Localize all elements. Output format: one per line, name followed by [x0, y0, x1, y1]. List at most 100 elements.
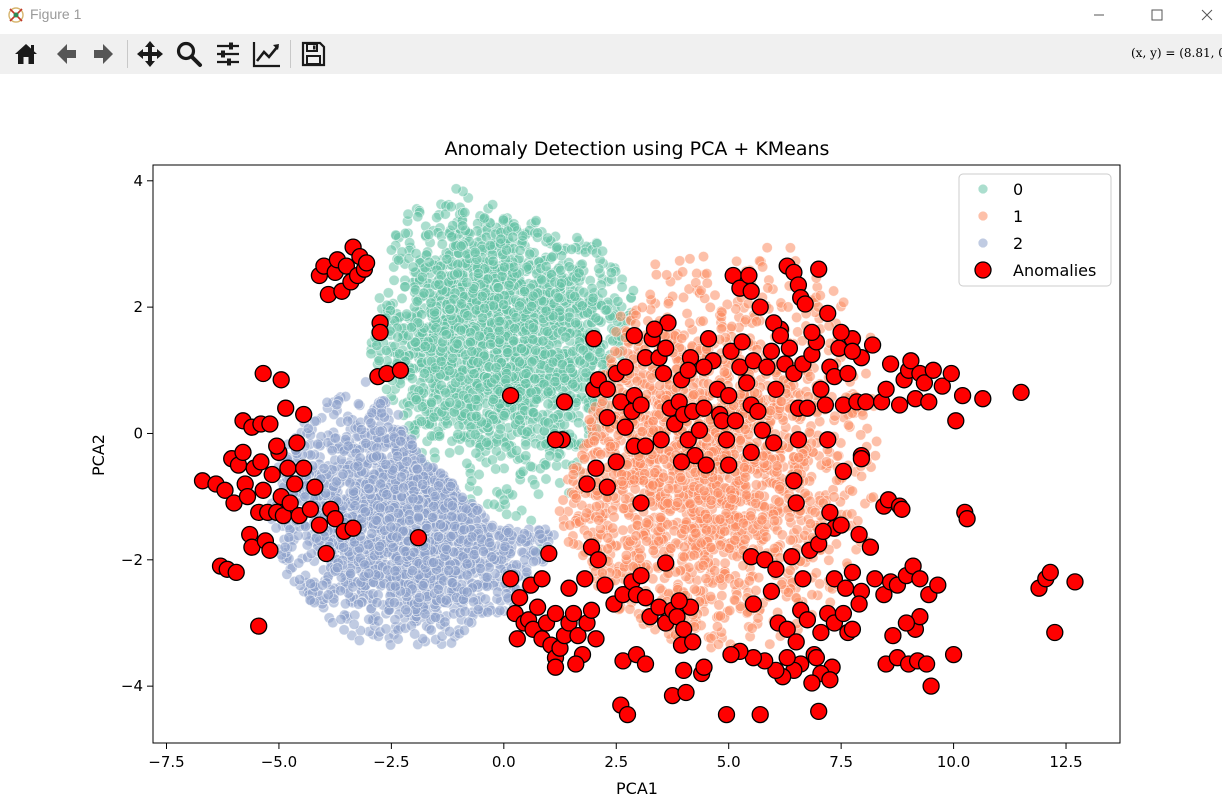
point-cluster-1	[738, 461, 750, 474]
point-cluster-0	[510, 510, 522, 522]
point-cluster-1	[829, 410, 841, 422]
point-cluster-0	[433, 430, 446, 442]
point-cluster-1	[697, 559, 709, 572]
figure-canvas[interactable]: Anomaly Detection using PCA + KMeans −7.…	[0, 74, 1222, 800]
minimize-button[interactable]	[1076, 0, 1122, 30]
point-cluster-0	[468, 368, 480, 380]
home-button[interactable]	[10, 38, 42, 70]
point-cluster-0	[527, 334, 539, 346]
point-cluster-0	[407, 261, 419, 273]
point-cluster-1	[750, 479, 762, 491]
point-cluster-0	[440, 387, 452, 399]
point-cluster-0	[473, 330, 485, 342]
point-cluster-1	[650, 269, 662, 281]
point-cluster-0	[542, 386, 554, 398]
point-cluster-1	[653, 535, 665, 547]
point-cluster-1	[751, 316, 763, 328]
point-cluster-0	[563, 261, 575, 273]
point-cluster-1	[716, 590, 728, 602]
edit-axis-button[interactable]	[251, 38, 283, 70]
arrow-left-icon	[57, 44, 76, 64]
point-cluster-0	[526, 356, 538, 368]
window-title: Figure 1	[30, 6, 82, 22]
point-cluster-0	[380, 344, 392, 357]
point-cluster-0	[552, 291, 564, 304]
point-cluster-0	[371, 339, 383, 351]
point-cluster-1	[773, 496, 785, 508]
point-cluster-0	[596, 287, 608, 299]
point-cluster-0	[502, 347, 514, 359]
point-cluster-1	[701, 512, 713, 525]
point-cluster-0	[385, 244, 397, 256]
point-cluster-1	[700, 573, 712, 585]
point-cluster-0	[594, 346, 606, 358]
toolbar-separator	[290, 40, 291, 68]
toolbar-separator	[127, 40, 128, 68]
point-cluster-1	[674, 255, 686, 267]
floppy-disk-icon	[301, 41, 326, 67]
maximize-button[interactable]	[1134, 0, 1180, 30]
point-cluster-1	[620, 549, 632, 561]
arrow-right-icon	[94, 44, 113, 64]
point-cluster-0	[508, 261, 520, 273]
point-cluster-0	[564, 363, 577, 375]
point-cluster-0	[452, 267, 464, 279]
point-cluster-0	[600, 304, 612, 316]
point-cluster-0	[451, 338, 463, 350]
point-cluster-0	[423, 256, 435, 268]
point-cluster-1	[855, 470, 868, 482]
point-cluster-0	[489, 373, 501, 385]
point-cluster-1	[806, 589, 818, 601]
point-cluster-0	[521, 426, 533, 438]
point-cluster-0	[406, 321, 418, 333]
point-cluster-1	[810, 567, 822, 579]
close-button[interactable]	[1192, 0, 1222, 30]
point-cluster-0	[390, 229, 402, 241]
point-cluster-0	[484, 338, 497, 350]
point-cluster-0	[569, 290, 581, 302]
point-cluster-1	[709, 565, 721, 577]
zoom-button[interactable]	[173, 38, 205, 70]
point-cluster-0	[401, 308, 413, 320]
point-cluster-0	[381, 383, 393, 395]
configure-subplots-button[interactable]	[212, 38, 244, 70]
pan-button[interactable]	[134, 38, 166, 70]
point-cluster-0	[425, 297, 437, 309]
point-cluster-0	[520, 439, 532, 451]
point-cluster-1	[698, 485, 710, 497]
point-cluster-0	[542, 232, 554, 244]
point-cluster-0	[430, 322, 442, 334]
point-cluster-1	[728, 594, 741, 606]
point-cluster-0	[410, 248, 422, 260]
point-cluster-1	[557, 494, 569, 506]
point-cluster-1	[647, 479, 659, 491]
point-cluster-0	[495, 233, 507, 245]
point-cluster-2	[339, 598, 352, 610]
point-cluster-0	[560, 331, 572, 343]
point-cluster-1	[701, 268, 713, 280]
point-cluster-1	[750, 497, 762, 509]
point-cluster-0	[472, 267, 485, 280]
point-cluster-0	[576, 300, 588, 312]
point-cluster-0	[490, 463, 502, 475]
point-cluster-0	[444, 303, 456, 315]
point-cluster-0	[481, 436, 493, 448]
point-cluster-1	[743, 575, 755, 587]
point-cluster-1	[649, 258, 661, 270]
point-cluster-0	[415, 415, 428, 427]
point-cluster-0	[596, 245, 609, 257]
back-button[interactable]	[50, 38, 82, 70]
point-cluster-0	[616, 281, 628, 293]
point-cluster-1	[809, 506, 821, 518]
forward-button[interactable]	[88, 38, 120, 70]
point-cluster-1	[564, 519, 576, 531]
point-cluster-1	[867, 491, 879, 503]
point-cluster-1	[672, 497, 684, 509]
point-cluster-2	[445, 637, 458, 649]
chart-line-icon	[252, 42, 280, 68]
point-cluster-0	[373, 355, 385, 367]
point-cluster-1	[663, 483, 675, 495]
point-cluster-0	[547, 356, 559, 368]
point-cluster-1	[804, 370, 816, 382]
save-button[interactable]	[297, 38, 329, 70]
